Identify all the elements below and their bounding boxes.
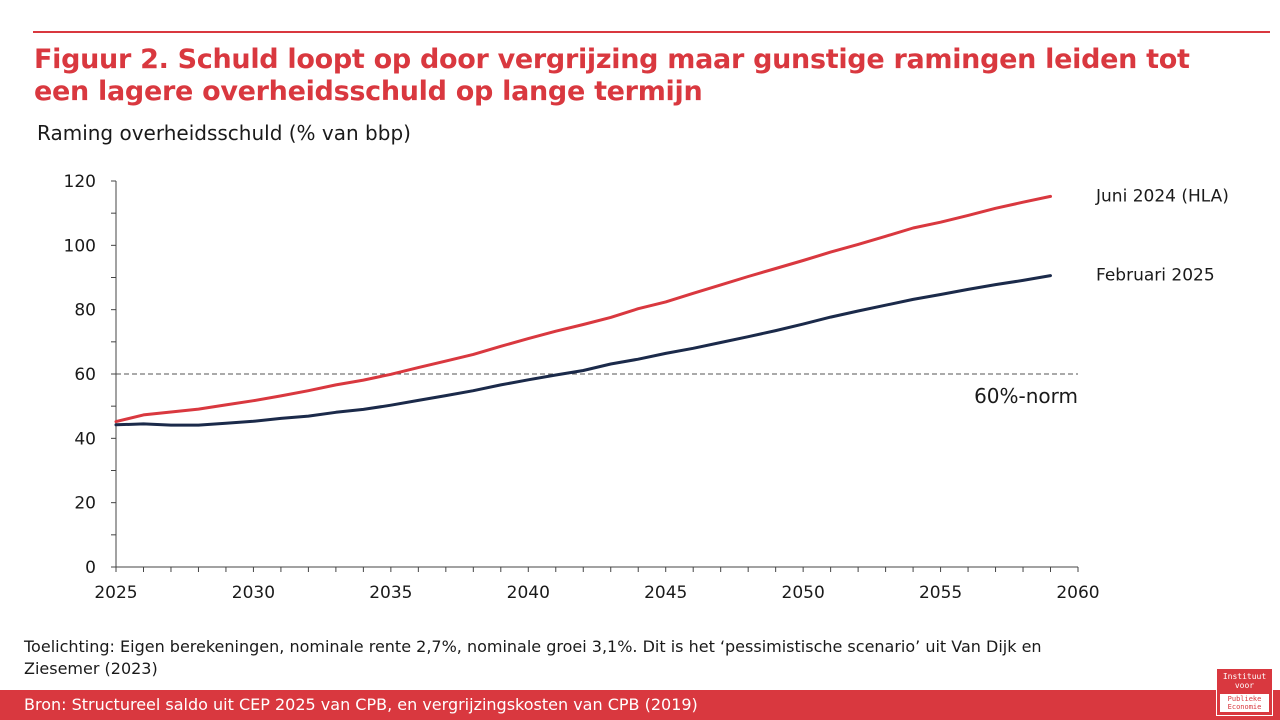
y-tick-label: 40 (74, 429, 96, 449)
series-line-0 (114, 194, 1052, 424)
x-tick-label: 2040 (507, 583, 550, 603)
logo-top-text: Instituut voor (1217, 669, 1272, 690)
series-lines (114, 194, 1052, 427)
y-tick-label: 60 (74, 365, 96, 385)
x-tick-label: 2055 (919, 583, 962, 603)
x-tick-label: 2025 (94, 583, 137, 603)
methodology-note: Toelichting: Eigen berekeningen, nominal… (24, 637, 1042, 678)
y-tick-label: 0 (85, 558, 96, 578)
logo-line-4: Economie (1227, 703, 1262, 711)
reference-line-label: 60%-norm (974, 384, 1078, 408)
source-bar: Bron: Structureel saldo uit CEP 2025 van… (0, 690, 1280, 720)
y-tick-label: 100 (64, 236, 96, 256)
x-tick-label: 2045 (644, 583, 687, 603)
chart-subtitle: Raming overheidsschuld (% van bbp) (37, 121, 411, 145)
series-line-1 (114, 274, 1052, 427)
y-tick-label: 120 (64, 172, 96, 192)
y-tick-label: 80 (74, 301, 96, 321)
x-tick-label: 2030 (232, 583, 275, 603)
logo-line-2: voor (1234, 681, 1255, 690)
logo-line-3: Publieke (1227, 695, 1262, 703)
source-text: Bron: Structureel saldo uit CEP 2025 van… (24, 695, 698, 714)
x-tick-label: 2035 (369, 583, 412, 603)
x-tick-label: 2050 (782, 583, 825, 603)
ipe-logo: Instituut voor Publieke Economie (1216, 668, 1273, 716)
logo-line-1: Instituut (1222, 672, 1267, 681)
figure-title: Figuur 2. Schuld loopt op door vergrijzi… (34, 44, 1190, 107)
logo-bottom-text: Publieke Economie (1220, 694, 1269, 712)
x-tick-label: 2060 (1056, 583, 1099, 603)
series-label-1: Februari 2025 (1096, 266, 1215, 286)
reference-line-group: 60%-norm (116, 373, 1078, 408)
series-labels: Juni 2024 (HLA) Februari 2025 (1095, 186, 1229, 285)
series-label-0: Juni 2024 (HLA) (1095, 186, 1229, 206)
top-rule (33, 31, 1270, 33)
y-tick-label: 20 (74, 494, 96, 514)
